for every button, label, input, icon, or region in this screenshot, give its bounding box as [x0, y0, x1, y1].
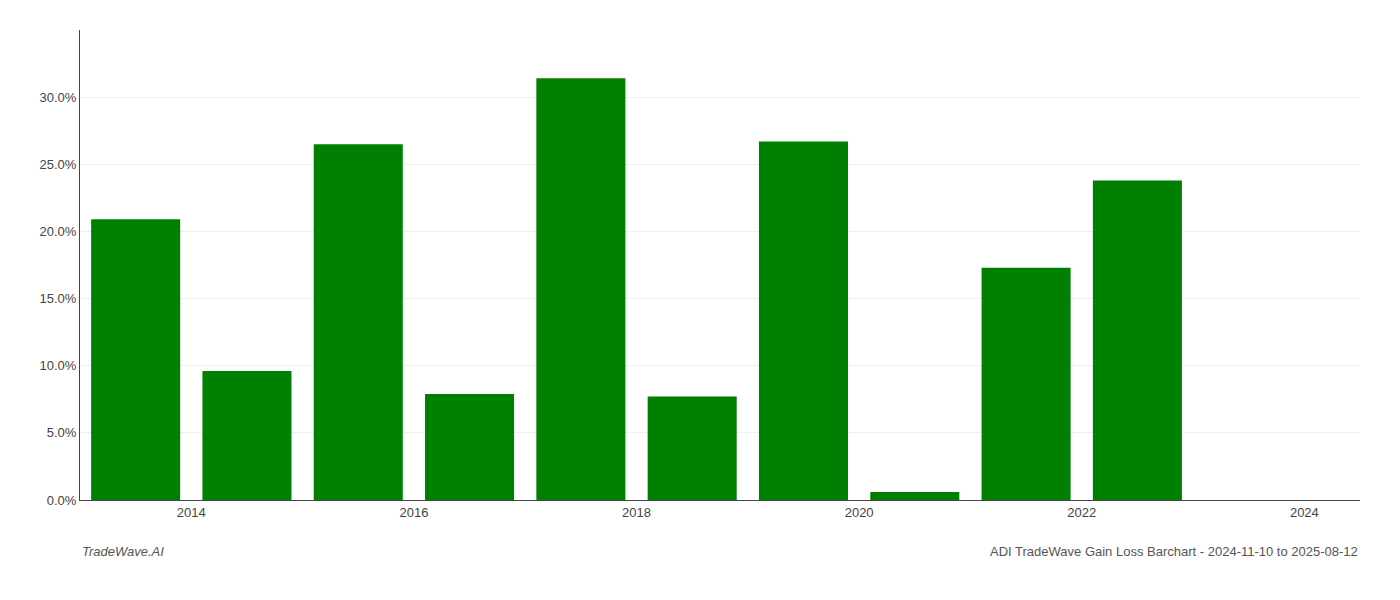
svg-text:2020: 2020	[845, 505, 874, 520]
svg-text:ADI TradeWave Gain Loss Barcha: ADI TradeWave Gain Loss Barchart - 2024-…	[990, 544, 1358, 559]
svg-text:30.0%: 30.0%	[40, 90, 77, 105]
svg-text:20.0%: 20.0%	[40, 224, 77, 239]
svg-text:2022: 2022	[1067, 505, 1096, 520]
svg-text:TradeWave.AI: TradeWave.AI	[82, 544, 164, 559]
svg-text:10.0%: 10.0%	[40, 358, 77, 373]
svg-text:2014: 2014	[177, 505, 206, 520]
svg-text:2016: 2016	[399, 505, 428, 520]
svg-text:0.0%: 0.0%	[47, 493, 77, 508]
svg-text:25.0%: 25.0%	[40, 157, 77, 172]
svg-text:15.0%: 15.0%	[40, 291, 77, 306]
svg-text:5.0%: 5.0%	[47, 425, 77, 440]
svg-text:2024: 2024	[1290, 505, 1319, 520]
svg-text:2018: 2018	[622, 505, 651, 520]
